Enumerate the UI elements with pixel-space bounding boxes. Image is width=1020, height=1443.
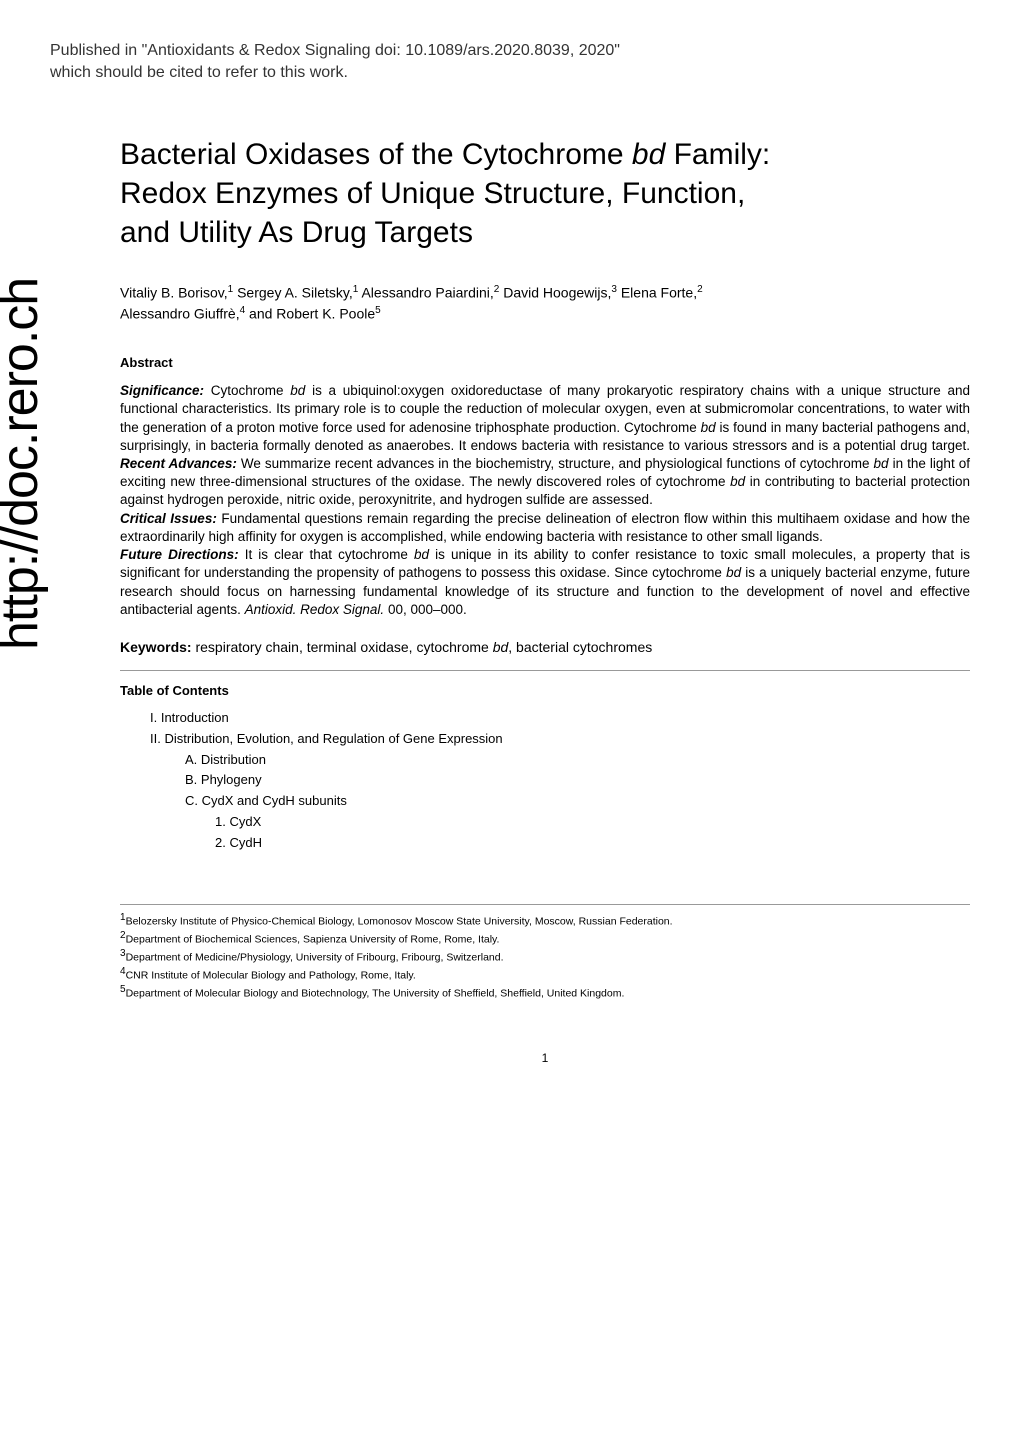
author-1: Vitaliy B. Borisov, — [120, 284, 228, 300]
affiliation-5: 5Department of Molecular Biology and Bio… — [120, 983, 970, 1001]
affiliation-3: 3Department of Medicine/Physiology, Univ… — [120, 947, 970, 965]
article-title: Bacterial Oxidases of the Cytochrome bd … — [120, 135, 970, 252]
watermark-url: http://doc.rero.ch — [0, 278, 50, 650]
recent-label: Recent Advances: — [120, 456, 237, 471]
title-italic-bd: bd — [632, 138, 665, 171]
author-3: Alessandro Paiardini, — [358, 284, 493, 300]
divider-top — [120, 670, 970, 671]
keywords-label: Keywords: — [120, 639, 192, 655]
toc-item-distribution: II. Distribution, Evolution, and Regulat… — [150, 729, 970, 750]
toc-item-cydh: 2. CydH — [215, 833, 970, 854]
toc-item-cydx: 1. CydX — [215, 812, 970, 833]
title-part2: Family: — [665, 138, 770, 171]
toc-item-cydx-cydh: C. CydX and CydH subunits — [185, 791, 970, 812]
author-2: Sergey A. Siletsky, — [233, 284, 353, 300]
critical-text: Fundamental questions remain regarding t… — [120, 511, 970, 544]
title-line4: and Utility As Drug Targets — [120, 216, 473, 249]
future-bd2: bd — [726, 565, 741, 580]
recent-bd2: bd — [730, 474, 745, 489]
significance-text-a: Cytochrome — [204, 383, 290, 398]
author-6: Alessandro Giuffrè, — [120, 306, 240, 322]
author-5: Elena Forte, — [617, 284, 697, 300]
affil-text-4: CNR Institute of Molecular Biology and P… — [126, 970, 416, 982]
affil-sup-5: 2 — [697, 284, 703, 295]
title-part1: Bacterial Oxidases of the Cytochrome — [120, 138, 632, 171]
keywords-text-b: , bacterial cytochromes — [508, 639, 652, 655]
future-pages: 00, 000–000. — [384, 602, 467, 617]
affiliation-4: 4CNR Institute of Molecular Biology and … — [120, 965, 970, 983]
author-7: and Robert K. Poole — [245, 306, 375, 322]
future-text-a: It is clear that cytochrome — [239, 547, 414, 562]
keywords-line: Keywords: respiratory chain, terminal ox… — [120, 639, 970, 655]
publication-line2: which should be cited to refer to this w… — [50, 64, 348, 81]
keywords-text-a: respiratory chain, terminal oxidase, cyt… — [192, 639, 493, 655]
recent-text-a: We summarize recent advances in the bioc… — [237, 456, 874, 471]
authors-list: Vitaliy B. Borisov,1 Sergey A. Siletsky,… — [120, 282, 970, 325]
title-line3: Redox Enzymes of Unique Structure, Funct… — [120, 177, 745, 210]
publication-line1: Published in "Antioxidants & Redox Signa… — [50, 42, 620, 59]
future-bd1: bd — [414, 547, 429, 562]
affiliation-1: 1Belozersky Institute of Physico-Chemica… — [120, 911, 970, 929]
significance-label: Significance: — [120, 383, 204, 398]
toc-heading: Table of Contents — [120, 683, 970, 698]
page-number: 1 — [120, 1051, 970, 1065]
critical-label: Critical Issues: — [120, 511, 217, 526]
affil-text-3: Department of Medicine/Physiology, Unive… — [126, 951, 504, 963]
main-content: Bacterial Oxidases of the Cytochrome bd … — [120, 135, 970, 1066]
affil-text-2: Department of Biochemical Sciences, Sapi… — [126, 933, 500, 945]
keywords-bd: bd — [493, 639, 509, 655]
significance-bd2: bd — [701, 420, 716, 435]
abstract-heading: Abstract — [120, 355, 970, 370]
author-4: David Hoogewijs, — [499, 284, 611, 300]
toc-item-phylogeny: B. Phylogeny — [185, 770, 970, 791]
affil-sup-7: 5 — [375, 305, 381, 316]
affil-text-1: Belozersky Institute of Physico-Chemical… — [126, 915, 673, 927]
publication-note: Published in "Antioxidants & Redox Signa… — [50, 40, 970, 85]
affil-text-5: Department of Molecular Biology and Biot… — [126, 988, 625, 1000]
affiliations-block: 1Belozersky Institute of Physico-Chemica… — [120, 904, 970, 1002]
future-journal: Antioxid. Redox Signal. — [245, 602, 385, 617]
toc-item-introduction: I. Introduction — [150, 708, 970, 729]
recent-bd1: bd — [874, 456, 889, 471]
future-label: Future Directions: — [120, 547, 239, 562]
abstract-body: Significance: Cytochrome bd is a ubiquin… — [120, 382, 970, 619]
affiliation-2: 2Department of Biochemical Sciences, Sap… — [120, 929, 970, 947]
significance-bd1: bd — [290, 383, 305, 398]
toc-item-distribution-a: A. Distribution — [185, 750, 970, 771]
table-of-contents: I. Introduction II. Distribution, Evolut… — [120, 708, 970, 854]
